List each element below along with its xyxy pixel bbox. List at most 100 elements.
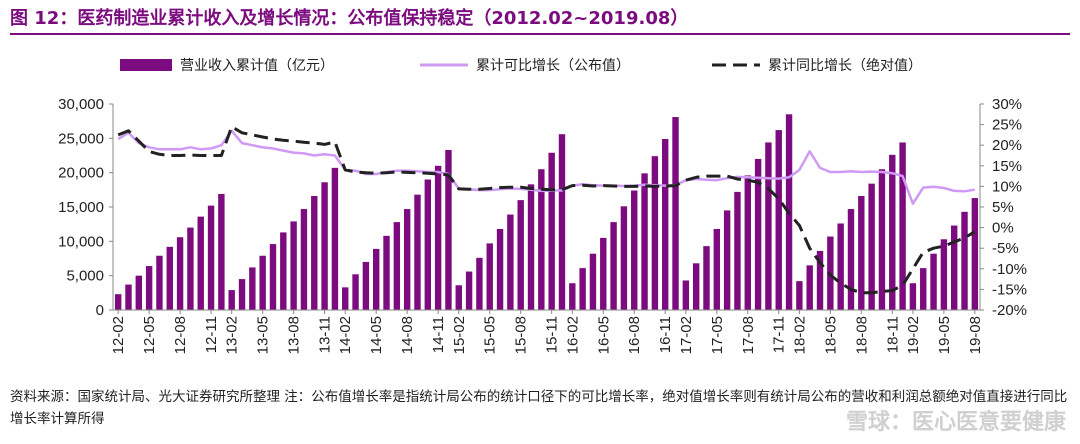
revenue-bar xyxy=(207,205,215,310)
right-axis: -20% -15% -10% -5% 0% 5% 10% 15% 20% 25% 30% xyxy=(979,96,1027,319)
revenue-bar xyxy=(114,294,122,310)
revenue-bar xyxy=(754,158,762,310)
revenue-bar xyxy=(455,285,462,310)
revenue-bar xyxy=(641,173,648,310)
revenue-bar xyxy=(300,209,308,310)
revenue-bar xyxy=(589,253,597,310)
x-tick-label: 14-05 xyxy=(368,316,385,354)
right-tick-label: -15% xyxy=(992,281,1027,298)
revenue-bar xyxy=(878,169,886,310)
revenue-bar xyxy=(187,227,194,310)
right-tick-label: 30% xyxy=(992,96,1022,113)
revenue-bar xyxy=(372,248,380,310)
x-tick-label: 17-05 xyxy=(709,316,726,354)
revenue-bar xyxy=(775,130,782,310)
right-tick-label: -5% xyxy=(992,240,1019,257)
x-tick-label: 17-08 xyxy=(740,316,757,354)
revenue-bar xyxy=(971,198,979,310)
x-tick-label: 16-02 xyxy=(564,316,581,354)
x-tick-label: 13-08 xyxy=(286,316,303,354)
x-tick-label: 14-02 xyxy=(337,316,354,354)
revenue-bar xyxy=(703,246,710,310)
revenue-bar xyxy=(847,209,855,310)
revenue-bar xyxy=(558,134,566,310)
left-tick-label: 0 xyxy=(96,302,104,319)
legend-label-comparable: 累计可比增长（公布值） xyxy=(476,57,630,73)
revenue-bar xyxy=(311,196,318,310)
x-tick-label: 16-08 xyxy=(626,316,643,354)
revenue-bar xyxy=(445,150,452,310)
revenue-bar xyxy=(414,194,421,310)
legend-label-absolute: 累计同比增长（绝对值） xyxy=(768,57,922,73)
watermark: 雪球：医心医意要健康 xyxy=(845,410,1066,435)
x-tick-label: 13-05 xyxy=(255,316,272,354)
title-rule xyxy=(10,33,1070,35)
left-tick-label: 25,000 xyxy=(58,130,104,147)
revenue-bar xyxy=(940,239,948,310)
x-tick-label: 15-02 xyxy=(451,316,468,354)
revenue-bar xyxy=(249,267,256,310)
revenue-bar xyxy=(548,152,555,310)
x-tick-label: 18-11 xyxy=(884,316,901,353)
x-tick-label: 15-11 xyxy=(544,316,561,353)
revenue-bar xyxy=(682,280,690,310)
revenue-bar xyxy=(486,243,493,310)
chart-canvas: 营业收入累计值（亿元） 累计可比增长（公布值） 累计同比增长（绝对值） 0 5,000… xyxy=(58,57,1027,354)
revenue-bar xyxy=(713,228,721,310)
revenue-bar xyxy=(734,191,741,310)
right-tick-label: -10% xyxy=(992,261,1027,278)
revenue-bar xyxy=(661,139,669,310)
revenue-bar xyxy=(723,210,731,310)
revenue-bar xyxy=(166,246,173,310)
revenue-bar xyxy=(961,211,968,310)
x-tick-label: 12-11 xyxy=(203,316,220,353)
revenue-bar xyxy=(920,268,927,310)
revenue-bar xyxy=(950,225,958,310)
x-tick-label: 18-02 xyxy=(791,316,808,354)
revenue-bar xyxy=(465,271,473,310)
right-tick-label: 15% xyxy=(992,158,1022,175)
revenue-bar xyxy=(631,190,638,310)
right-tick-label: 5% xyxy=(992,199,1014,216)
revenue-bar xyxy=(930,253,937,310)
revenue-bar xyxy=(280,232,287,310)
x-tick-label: 19-02 xyxy=(905,316,922,354)
x-tick-label: 14-08 xyxy=(399,316,416,354)
revenue-bar xyxy=(135,275,143,310)
revenue-bar xyxy=(517,200,524,310)
x-tick-label: 15-08 xyxy=(513,316,530,354)
absolute-growth-line xyxy=(117,125,976,295)
revenue-bar xyxy=(816,250,824,310)
revenue-bar xyxy=(620,206,628,310)
revenue-bar xyxy=(744,175,751,310)
revenue-bar xyxy=(651,156,659,310)
right-tick-label: -20% xyxy=(992,302,1027,319)
revenue-bar xyxy=(259,255,266,310)
revenue-bar xyxy=(403,209,411,310)
x-tick-label: 13-11 xyxy=(317,316,334,353)
line-series xyxy=(117,125,976,295)
revenue-bar xyxy=(228,290,235,310)
left-tick-label: 30,000 xyxy=(58,96,104,113)
revenue-bar xyxy=(393,222,401,310)
chart-title: 图 12：医药制造业累计收入及增长情况：公布值保持稳定（2012.02~2019… xyxy=(10,8,689,29)
revenue-bar xyxy=(238,279,246,310)
x-tick-label: 12-08 xyxy=(172,316,189,354)
revenue-bar xyxy=(806,265,813,310)
revenue-bar xyxy=(610,222,617,310)
x-tick-label: 16-05 xyxy=(595,316,612,354)
source-note: 资料来源：国家统计局、光大证券研究所整理 注：公布值增长率是指统计局公布的统计口… xyxy=(10,389,1068,427)
revenue-bar xyxy=(538,169,545,310)
revenue-bar xyxy=(765,142,772,310)
x-tick-label: 15-05 xyxy=(482,316,499,354)
revenue-bar xyxy=(331,167,339,310)
revenue-bar xyxy=(899,142,906,310)
revenue-bar xyxy=(321,182,328,310)
comparable-growth-line xyxy=(117,129,975,205)
revenue-bar xyxy=(352,274,359,310)
revenue-bar xyxy=(342,287,349,310)
x-tick-label: 17-11 xyxy=(771,316,788,353)
right-tick-label: 20% xyxy=(992,137,1022,154)
revenue-bar xyxy=(197,216,204,310)
revenue-bar xyxy=(176,237,184,310)
